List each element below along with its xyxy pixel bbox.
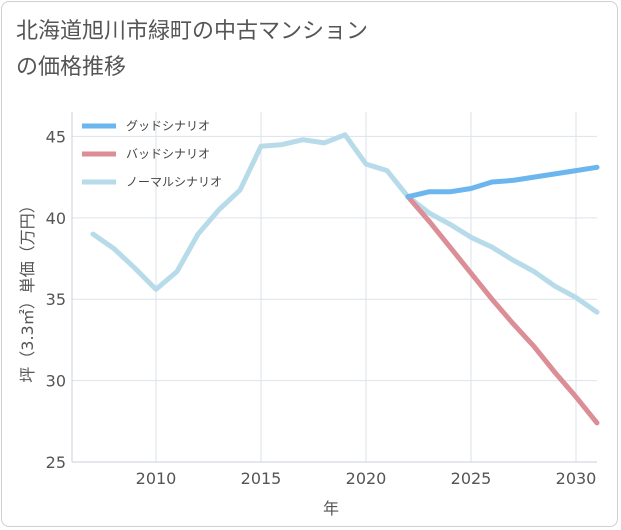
y-axis-label: 坪（3.3㎡）単価（万円） [18,197,37,382]
x-tick-label: 2030 [556,469,597,488]
legend-label-0: グッドシナリオ [126,119,210,133]
series-line-0 [405,164,600,200]
series-line-2 [90,132,600,315]
grid-lines [71,112,597,463]
x-axis-label: 年 [323,499,339,518]
x-tick-label: 2025 [451,469,492,488]
y-tick-label: 45 [46,127,66,146]
chart-title: 北海道旭川市緑町の中古マンションの価格推移 [16,19,369,80]
x-tick-label: 2015 [241,469,282,488]
x-tick-label: 2010 [136,469,177,488]
legend-label-1: バッドシナリオ [126,147,210,161]
x-tick-label: 2020 [346,469,387,488]
y-tick-label: 30 [46,372,66,391]
y-tick-label: 40 [46,209,66,228]
y-tick-label: 35 [46,290,66,309]
series-lines [90,132,600,426]
legend-label-2: ノーマルシナリオ [126,175,222,189]
tick-labels: 2010 2015 2020 2025 2030 25 30 35 40 45 [46,127,597,488]
series-line-1 [405,194,600,426]
y-tick-label: 25 [46,453,66,472]
